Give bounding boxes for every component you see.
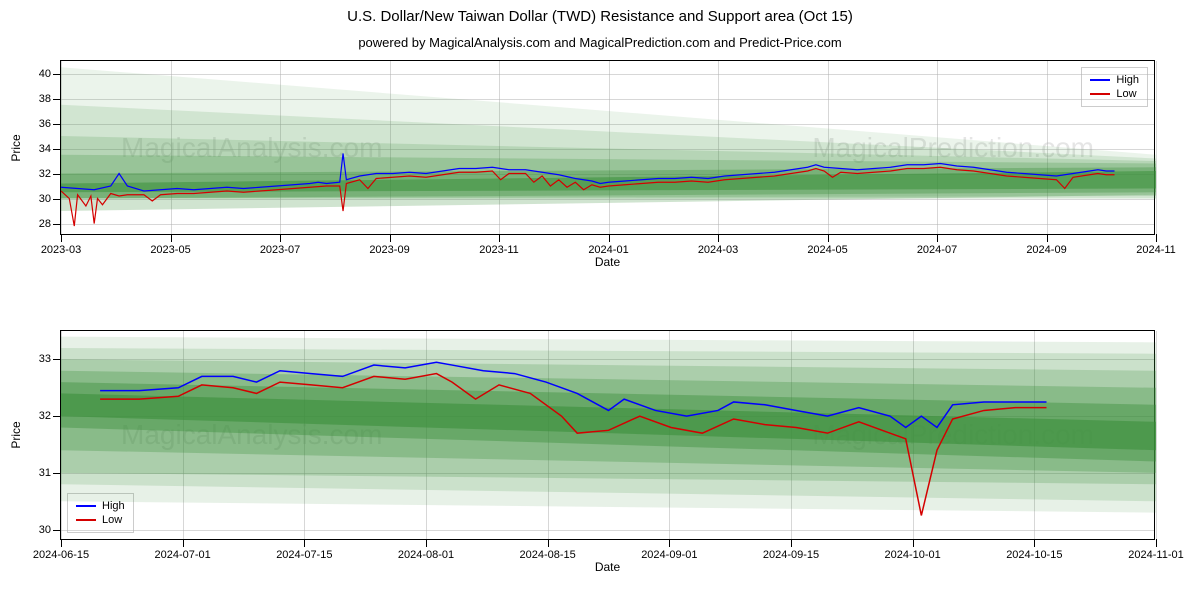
x-tick-label: 2024-11 (1136, 244, 1176, 256)
y-tick (53, 530, 61, 531)
x-tick-label: 2023-09 (369, 244, 409, 256)
y-axis-label: Price (9, 134, 23, 161)
chart-lower-wrap: Price Date MagicalAnalysis.com MagicalPr… (60, 330, 1155, 540)
x-tick-label: 2024-07-01 (155, 549, 211, 561)
y-tick (53, 199, 61, 200)
chart-svg (61, 61, 1156, 236)
y-tick-label: 30 (39, 524, 51, 536)
y-tick (53, 149, 61, 150)
gridline (1156, 331, 1157, 539)
y-tick-label: 32 (39, 410, 51, 422)
chart-subtitle: powered by MagicalAnalysis.com and Magic… (0, 25, 1200, 50)
x-tick-label: 2023-11 (479, 244, 519, 256)
y-tick-label: 40 (39, 68, 51, 80)
x-tick-label: 2024-03 (698, 244, 738, 256)
y-tick (53, 359, 61, 360)
y-tick (53, 473, 61, 474)
y-tick (53, 416, 61, 417)
y-tick-label: 36 (39, 118, 51, 130)
y-tick-label: 28 (39, 218, 51, 230)
x-tick-label: 2024-10-01 (885, 549, 941, 561)
x-tick-label: 2024-11-01 (1128, 549, 1183, 561)
x-tick-label: 2024-07-15 (276, 549, 332, 561)
chart-title: U.S. Dollar/New Taiwan Dollar (TWD) Resi… (0, 0, 1200, 25)
x-tick-label: 2024-01 (588, 244, 628, 256)
x-tick-label: 2023-07 (260, 244, 300, 256)
x-tick-label: 2024-08-15 (520, 549, 576, 561)
y-tick (53, 174, 61, 175)
x-tick-label: 2024-09 (1026, 244, 1066, 256)
x-tick-label: 2024-09-15 (763, 549, 819, 561)
x-tick-label: 2024-08-01 (398, 549, 454, 561)
y-tick-label: 30 (39, 193, 51, 205)
y-tick (53, 99, 61, 100)
y-tick (53, 224, 61, 225)
chart-upper-wrap: Price Date MagicalAnalysis.com MagicalPr… (60, 60, 1155, 235)
y-tick-label: 31 (39, 467, 51, 479)
x-tick-label: 2023-05 (150, 244, 190, 256)
x-tick-label: 2024-06-15 (33, 549, 89, 561)
y-tick (53, 124, 61, 125)
x-tick-label: 2023-03 (41, 244, 81, 256)
x-tick (1156, 234, 1157, 242)
x-tick-label: 2024-05 (807, 244, 847, 256)
y-tick (53, 74, 61, 75)
x-axis-label: Date (595, 560, 620, 574)
y-tick-label: 32 (39, 168, 51, 180)
x-tick-label: 2024-09-01 (641, 549, 697, 561)
gridline (1156, 61, 1157, 234)
x-tick (1156, 539, 1157, 547)
y-tick-label: 38 (39, 93, 51, 105)
chart-lower: Price Date MagicalAnalysis.com MagicalPr… (60, 330, 1155, 540)
y-tick-label: 34 (39, 143, 51, 155)
chart-upper: Price Date MagicalAnalysis.com MagicalPr… (60, 60, 1155, 235)
x-tick-label: 2024-10-15 (1006, 549, 1062, 561)
y-axis-label: Price (9, 421, 23, 448)
y-tick-label: 33 (39, 353, 51, 365)
x-axis-label: Date (595, 255, 620, 269)
chart-svg (61, 331, 1156, 541)
x-tick-label: 2024-07 (917, 244, 957, 256)
